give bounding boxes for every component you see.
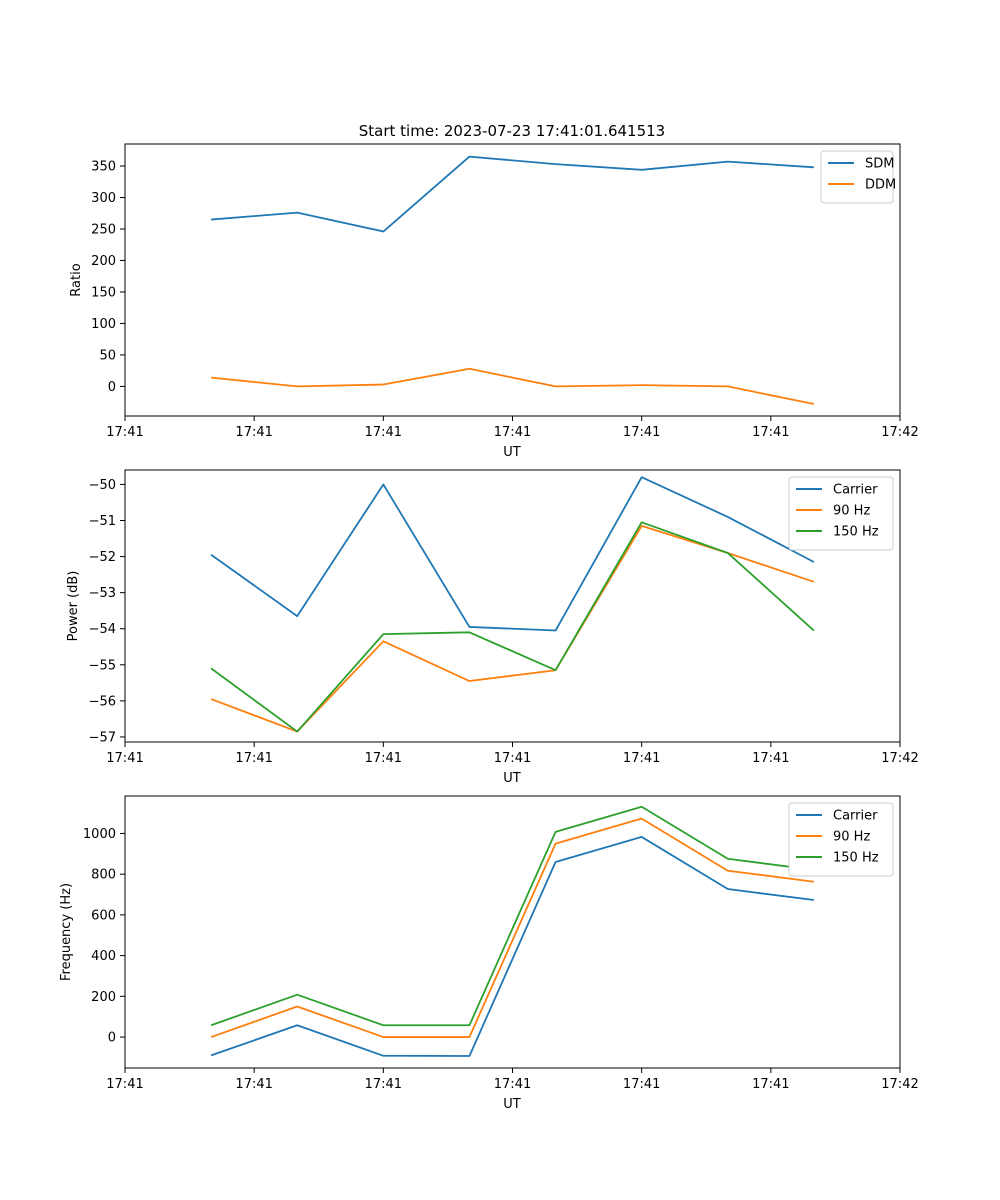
x-tick-label: 17:41 bbox=[623, 751, 660, 766]
power-panel: 17:41 17:41 17:41 17:41 17:41 17:41 17:42 −57 −5… bbox=[66, 469, 919, 786]
y-axis-label: Frequency (Hz) bbox=[59, 883, 74, 981]
x-tick-label: 17:41 bbox=[235, 1077, 272, 1092]
y-tick-label: −57 bbox=[89, 730, 116, 745]
x-tick-label: 17:42 bbox=[881, 425, 918, 440]
series-line-sdm bbox=[211, 155, 814, 233]
series-line-carrier bbox=[210, 476, 815, 632]
y-tick-label: 350 bbox=[91, 160, 116, 175]
y-tick-label: 0 bbox=[108, 380, 116, 395]
series-line-carrier bbox=[210, 836, 815, 1057]
series-line-ddm bbox=[211, 367, 815, 405]
y-tick-label: 50 bbox=[99, 348, 116, 363]
legend: Carrier 90 Hz 150 Hz bbox=[788, 476, 894, 551]
legend-label: 150 Hz bbox=[833, 851, 879, 866]
series-line-90-hz bbox=[210, 817, 815, 1038]
legend-label: SDM bbox=[865, 157, 894, 172]
x-tick-label: 17:41 bbox=[494, 425, 531, 440]
x-tick-label: 17:41 bbox=[623, 1077, 660, 1092]
x-tick-label: 17:41 bbox=[365, 425, 402, 440]
y-axis-label: Ratio bbox=[69, 263, 84, 296]
series-line-150-hz bbox=[210, 805, 815, 1027]
frequency-panel: 17:41 17:41 17:41 17:41 17:41 17:41 17:42 0 200 4… bbox=[59, 795, 919, 1112]
y-tick-label: 0 bbox=[108, 1031, 116, 1046]
ratio-plot-area: 17:41 17:41 17:41 17:41 17:41 17:41 17:42 0 50 10… bbox=[91, 143, 919, 440]
y-tick-label: 600 bbox=[91, 908, 116, 923]
x-tick-label: 17:41 bbox=[235, 751, 272, 766]
x-tick-label: 17:41 bbox=[494, 1077, 531, 1092]
legend-label: Carrier bbox=[833, 483, 878, 498]
x-tick-label: 17:41 bbox=[752, 1077, 789, 1092]
x-tick-label: 17:41 bbox=[623, 425, 660, 440]
x-axis-label: UT bbox=[503, 771, 521, 786]
y-tick-label: 200 bbox=[91, 254, 116, 269]
x-axis-label: UT bbox=[503, 1097, 521, 1112]
x-tick-label: 17:42 bbox=[881, 1077, 918, 1092]
x-tick-label: 17:41 bbox=[106, 425, 143, 440]
x-tick-label: 17:41 bbox=[752, 425, 789, 440]
y-tick-label: −55 bbox=[89, 658, 116, 673]
y-tick-label: 1000 bbox=[83, 827, 116, 842]
x-tick-label: 17:42 bbox=[881, 751, 918, 766]
x-axis-label: UT bbox=[503, 445, 521, 460]
legend-label: 90 Hz bbox=[833, 830, 870, 845]
x-tick-label: 17:41 bbox=[106, 751, 143, 766]
y-tick-label: 150 bbox=[91, 285, 116, 300]
x-tick-label: 17:41 bbox=[106, 1077, 143, 1092]
legend: SDM DDM bbox=[820, 150, 896, 204]
x-tick-label: 17:41 bbox=[235, 425, 272, 440]
series-line-150-hz bbox=[210, 521, 815, 733]
legend-label: DDM bbox=[865, 178, 896, 193]
x-tick-label: 17:41 bbox=[365, 751, 402, 766]
ratio-panel: Start time: 2023-07-23 17:41:01.641513 1… bbox=[69, 122, 919, 460]
y-tick-label: 300 bbox=[91, 191, 116, 206]
plot-frame bbox=[124, 469, 901, 743]
legend-label: 90 Hz bbox=[833, 504, 870, 519]
chart-title: Start time: 2023-07-23 17:41:01.641513 bbox=[359, 122, 665, 140]
x-tick-label: 17:41 bbox=[494, 751, 531, 766]
y-tick-label: 200 bbox=[91, 990, 116, 1005]
y-tick-label: 800 bbox=[91, 868, 116, 883]
x-tick-label: 17:41 bbox=[752, 751, 789, 766]
y-tick-label: −52 bbox=[89, 550, 116, 565]
y-tick-label: 100 bbox=[91, 317, 116, 332]
power-plot-area: 17:41 17:41 17:41 17:41 17:41 17:41 17:42 −57 −5… bbox=[89, 469, 919, 766]
y-tick-label: −56 bbox=[89, 694, 116, 709]
y-tick-label: −51 bbox=[89, 514, 116, 529]
y-tick-label: −50 bbox=[89, 478, 116, 493]
y-tick-label: −54 bbox=[89, 622, 116, 637]
y-tick-label: 400 bbox=[91, 949, 116, 964]
y-tick-label: −53 bbox=[89, 586, 116, 601]
plot-frame bbox=[124, 143, 901, 417]
y-tick-label: 250 bbox=[91, 223, 116, 238]
x-tick-label: 17:41 bbox=[365, 1077, 402, 1092]
legend-label: Carrier bbox=[833, 809, 878, 824]
y-axis-label: Power (dB) bbox=[66, 571, 81, 642]
legend-label: 150 Hz bbox=[833, 525, 879, 540]
legend: Carrier 90 Hz 150 Hz bbox=[788, 802, 894, 877]
frequency-plot-area: 17:41 17:41 17:41 17:41 17:41 17:41 17:42 0 200 4… bbox=[83, 795, 919, 1092]
